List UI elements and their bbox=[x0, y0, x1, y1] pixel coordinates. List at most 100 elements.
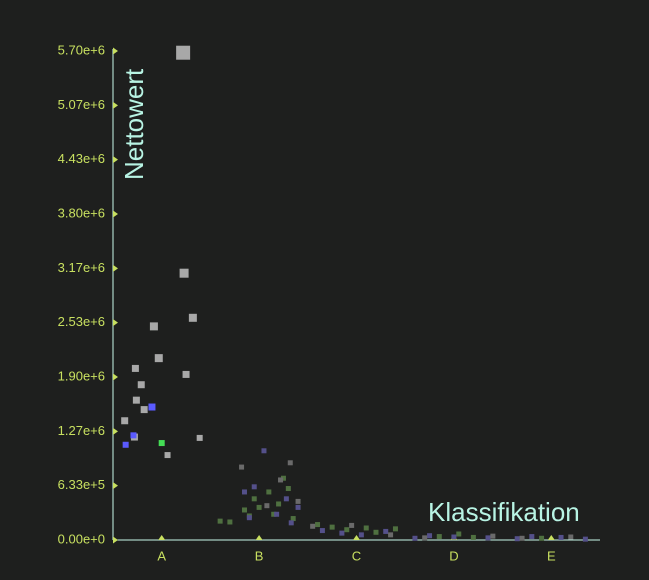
point bbox=[164, 452, 171, 459]
point bbox=[131, 364, 139, 372]
y-axis-title: Nettowert bbox=[119, 68, 149, 180]
point bbox=[121, 417, 129, 425]
point bbox=[261, 448, 267, 454]
point bbox=[140, 406, 148, 414]
point bbox=[271, 511, 277, 517]
point bbox=[241, 507, 247, 513]
point bbox=[349, 522, 355, 528]
point bbox=[436, 534, 442, 540]
point bbox=[188, 313, 197, 322]
x-tick-mark bbox=[255, 535, 263, 540]
point bbox=[256, 504, 262, 510]
point bbox=[217, 518, 223, 524]
y-tick-label: 1.90e+6 bbox=[58, 368, 105, 383]
point bbox=[196, 434, 203, 441]
point bbox=[158, 440, 165, 447]
point bbox=[485, 535, 491, 541]
point bbox=[288, 520, 294, 526]
point bbox=[274, 511, 280, 517]
point bbox=[122, 441, 129, 448]
y-tick-mark bbox=[113, 319, 118, 327]
y-tick-label: 3.17e+6 bbox=[58, 260, 105, 275]
point bbox=[179, 268, 189, 278]
point bbox=[339, 530, 345, 536]
x-tick-mark bbox=[158, 535, 166, 540]
point bbox=[246, 515, 252, 521]
x-tick-mark bbox=[547, 535, 555, 540]
point bbox=[148, 403, 156, 411]
point bbox=[278, 477, 284, 483]
point bbox=[373, 529, 379, 535]
point bbox=[529, 534, 535, 540]
point bbox=[132, 396, 140, 404]
point bbox=[363, 525, 369, 531]
y-tick-mark bbox=[113, 47, 118, 55]
point bbox=[182, 370, 190, 378]
point bbox=[264, 503, 270, 509]
y-tick-mark bbox=[113, 482, 118, 490]
point bbox=[329, 524, 335, 530]
point bbox=[427, 533, 433, 539]
point bbox=[241, 489, 247, 495]
point bbox=[388, 532, 394, 538]
point bbox=[176, 45, 191, 60]
y-tick-mark bbox=[113, 536, 118, 544]
point bbox=[280, 475, 286, 481]
point bbox=[227, 519, 233, 525]
point bbox=[149, 322, 158, 331]
point bbox=[130, 432, 137, 439]
point bbox=[251, 484, 257, 490]
point bbox=[392, 526, 398, 532]
point bbox=[456, 531, 462, 537]
point bbox=[470, 534, 476, 540]
point bbox=[137, 381, 145, 389]
point bbox=[568, 534, 574, 540]
point bbox=[383, 528, 389, 534]
y-tick-label: 4.43e+6 bbox=[58, 151, 105, 166]
x-tick-label: D bbox=[449, 548, 458, 563]
point bbox=[490, 533, 496, 539]
y-tick-mark bbox=[113, 101, 118, 109]
point bbox=[319, 528, 325, 534]
point bbox=[290, 516, 296, 522]
y-tick-label: 1.27e+6 bbox=[58, 423, 105, 438]
point bbox=[358, 532, 364, 538]
point bbox=[285, 486, 291, 492]
y-tick-label: 2.53e+6 bbox=[58, 314, 105, 329]
y-tick-label: 3.80e+6 bbox=[58, 205, 105, 220]
point bbox=[412, 535, 418, 541]
x-axis-title: Klassifikation bbox=[428, 497, 580, 527]
point bbox=[276, 501, 282, 507]
point bbox=[539, 535, 545, 541]
point bbox=[582, 536, 588, 542]
y-tick-mark bbox=[113, 264, 118, 272]
y-tick-mark bbox=[113, 210, 118, 218]
y-tick-label: 0.00e+0 bbox=[58, 531, 105, 546]
point bbox=[422, 535, 428, 541]
point bbox=[295, 498, 301, 504]
point bbox=[266, 489, 272, 495]
x-tick-label: A bbox=[157, 548, 166, 563]
point bbox=[251, 496, 257, 502]
point bbox=[344, 527, 350, 533]
x-tick-label: C bbox=[352, 548, 361, 563]
x-tick-mark bbox=[353, 535, 360, 540]
point bbox=[239, 464, 245, 470]
y-tick-label: 5.07e+6 bbox=[58, 97, 105, 112]
point bbox=[283, 496, 289, 502]
point bbox=[310, 523, 316, 529]
point bbox=[287, 460, 293, 466]
point bbox=[558, 534, 564, 540]
y-tick-mark bbox=[113, 156, 118, 164]
x-tick-label: B bbox=[255, 548, 264, 563]
y-tick-label: 6.33e+5 bbox=[58, 477, 105, 492]
y-tick-label: 5.70e+6 bbox=[58, 42, 105, 57]
y-tick-mark bbox=[113, 373, 118, 381]
point bbox=[154, 354, 163, 363]
point bbox=[315, 522, 321, 528]
point bbox=[295, 504, 301, 510]
y-tick-mark bbox=[113, 427, 118, 435]
point bbox=[514, 536, 520, 542]
